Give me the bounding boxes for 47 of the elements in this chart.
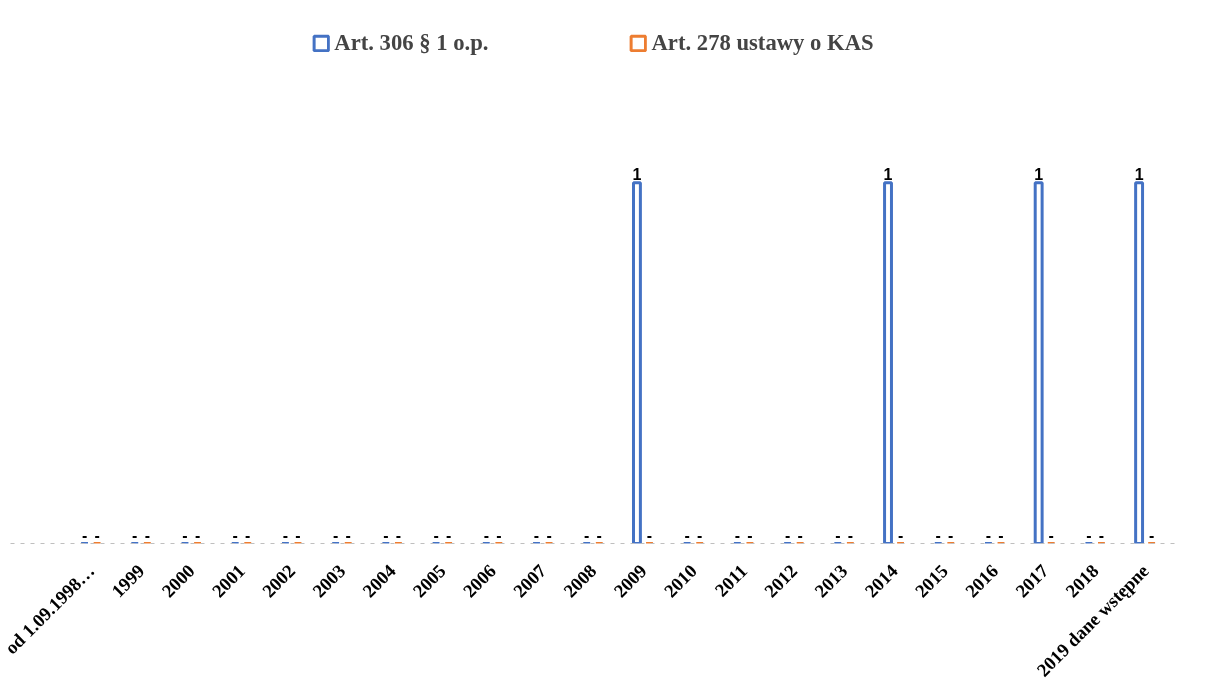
- data-label: -: [182, 526, 188, 544]
- data-label: 1: [883, 165, 893, 183]
- data-label: -: [94, 526, 100, 544]
- legend-label: Art. 278 ustawy o KAS: [651, 30, 874, 56]
- data-label: -: [935, 526, 941, 544]
- data-label: -: [483, 526, 489, 544]
- x-tick-label: 2011: [710, 560, 752, 601]
- data-label: -: [948, 526, 954, 544]
- data-label: -: [496, 526, 502, 544]
- data-label: -: [383, 526, 389, 544]
- data-label: 1: [1134, 165, 1144, 183]
- data-label: -: [1098, 526, 1105, 544]
- data-label: -: [445, 526, 452, 544]
- data-label: -: [546, 526, 552, 544]
- data-label: -: [533, 526, 540, 544]
- data-label: -: [684, 526, 690, 544]
- data-label: -: [985, 526, 992, 544]
- data-label: -: [345, 526, 351, 544]
- data-label: -: [282, 526, 289, 544]
- data-label: -: [433, 526, 439, 544]
- data-label: -: [194, 526, 201, 544]
- data-label: -: [295, 526, 301, 544]
- data-label: 1: [632, 165, 642, 183]
- data-label: -: [81, 526, 88, 544]
- legend-label: Art. 306 § 1 o.p.: [334, 30, 489, 56]
- data-label: -: [1048, 526, 1054, 544]
- data-label: -: [1148, 526, 1155, 544]
- data-label: -: [584, 526, 590, 544]
- data-label: -: [646, 526, 653, 544]
- data-label: -: [697, 526, 703, 544]
- data-label: -: [132, 526, 138, 544]
- data-label: -: [1086, 526, 1092, 544]
- data-label: -: [395, 526, 402, 544]
- data-label: -: [232, 526, 238, 544]
- data-label: -: [784, 526, 791, 544]
- data-label: -: [998, 526, 1004, 544]
- data-label: -: [734, 526, 741, 544]
- data-label: -: [332, 526, 339, 544]
- data-label: -: [797, 526, 803, 544]
- data-label: -: [144, 526, 150, 544]
- data-label: 1: [1034, 165, 1044, 183]
- data-label: -: [245, 526, 251, 544]
- data-label: -: [897, 526, 904, 544]
- data-label: -: [835, 526, 841, 544]
- data-label: -: [747, 526, 753, 544]
- data-label: -: [596, 526, 602, 544]
- data-label: -: [847, 526, 854, 544]
